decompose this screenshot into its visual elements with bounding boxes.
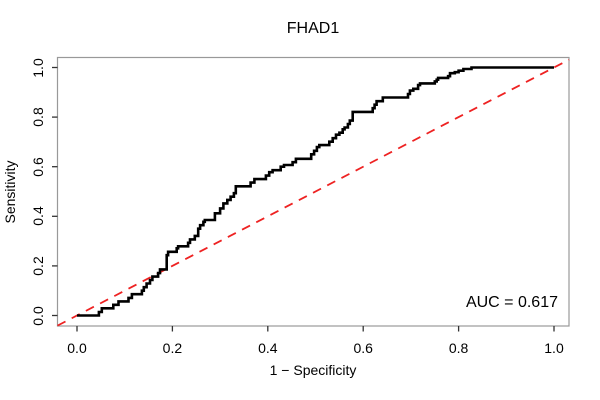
x-tick-label: 0.4 <box>258 340 278 356</box>
y-tick-label: 0.4 <box>30 206 46 227</box>
y-axis-title: Sensitivity <box>2 160 18 224</box>
x-tick-label: 1.0 <box>544 340 564 356</box>
chart-title: FHAD1 <box>286 20 340 37</box>
x-tick-label: 0.6 <box>353 340 373 356</box>
x-tick-label: 0.2 <box>162 340 183 356</box>
y-tick-label: 1.0 <box>30 57 46 78</box>
plot-box <box>56 56 570 327</box>
chance-diagonal-line <box>57 58 570 327</box>
y-tick-label: 0.6 <box>30 156 46 177</box>
x-axis-title: 1 − Specificity <box>269 362 357 378</box>
y-tick-label: 0.0 <box>30 305 46 326</box>
x-tick-label: 0.0 <box>67 340 87 356</box>
y-tick-label: 0.8 <box>30 107 46 127</box>
auc-annotation: AUC = 0.617 <box>465 294 558 311</box>
roc-curve-line <box>77 66 554 317</box>
y-tick-label: 0.2 <box>30 256 46 276</box>
x-tick-label: 0.8 <box>448 340 469 356</box>
